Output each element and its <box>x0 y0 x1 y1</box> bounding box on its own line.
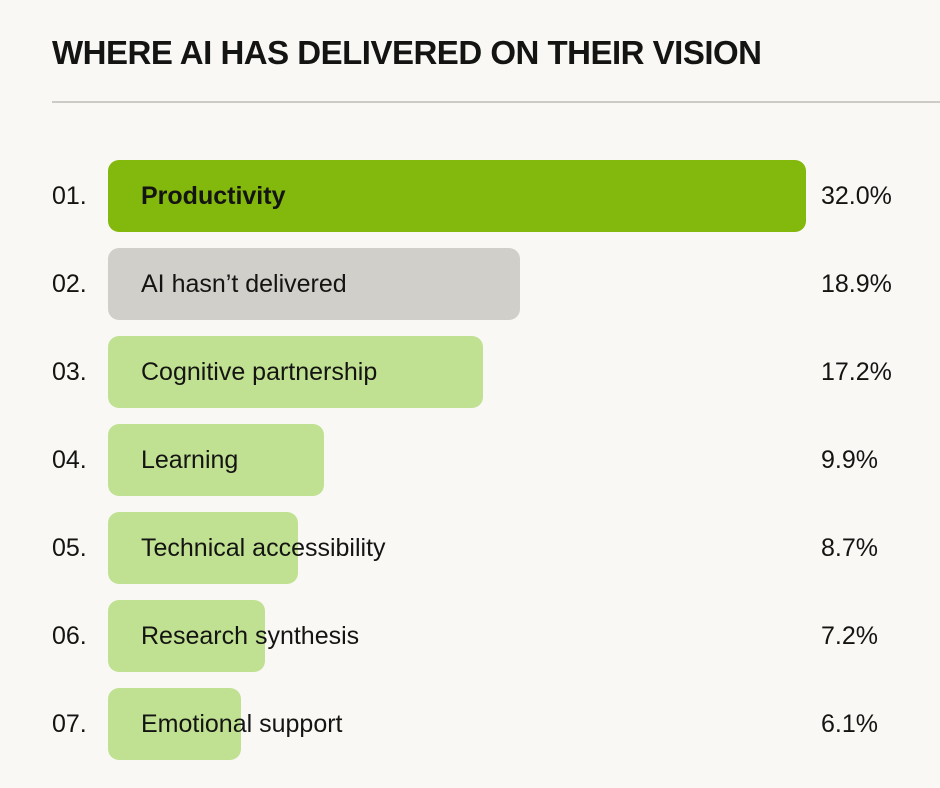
bar <box>108 688 241 760</box>
bar-label: Emotional support <box>141 710 343 738</box>
bar <box>108 512 298 584</box>
bar <box>108 160 806 232</box>
bar-rank: 07. <box>52 710 87 738</box>
bar-label: AI hasn’t delivered <box>141 270 347 298</box>
bar-value-label: 8.7% <box>821 534 878 562</box>
bar-value-label: 17.2% <box>821 358 892 386</box>
bar-rank: 04. <box>52 446 87 474</box>
bar-label: Research synthesis <box>141 622 360 650</box>
bar-row: 03. Cognitive partnership 17.2% <box>0 336 940 408</box>
bar-rank: 03. <box>52 358 87 386</box>
bar-value-label: 32.0% <box>821 182 892 210</box>
bar-row: 06. Research synthesis 7.2% <box>0 600 940 672</box>
bar-label: Productivity <box>141 182 286 210</box>
bar-label: Learning <box>141 446 239 474</box>
chart-title: WHERE AI HAS DELIVERED ON THEIR VISION <box>52 34 762 71</box>
bar-row: 02. AI hasn’t delivered 18.9% <box>0 248 940 320</box>
bar <box>108 336 483 408</box>
bar <box>108 600 265 672</box>
bar-row: 05. Technical accessibility 8.7% <box>0 512 940 584</box>
bar <box>108 248 520 320</box>
bar-row: 04. Learning 9.9% <box>0 424 940 496</box>
title-divider <box>52 101 940 103</box>
bar-value-label: 18.9% <box>821 270 892 298</box>
bar-row: 07. Emotional support 6.1% <box>0 688 940 760</box>
bar-row: 01. Productivity 32.0% <box>0 160 940 232</box>
bar-label: Cognitive partnership <box>141 358 378 386</box>
bar-rank: 01. <box>52 182 87 210</box>
bar-rank: 02. <box>52 270 87 298</box>
bar-value-label: 9.9% <box>821 446 878 474</box>
bar-label: Technical accessibility <box>141 534 386 562</box>
bar-rank: 06. <box>52 622 87 650</box>
bar-value-label: 7.2% <box>821 622 878 650</box>
bar-value-label: 6.1% <box>821 710 878 738</box>
bar <box>108 424 324 496</box>
bar-rank: 05. <box>52 534 87 562</box>
